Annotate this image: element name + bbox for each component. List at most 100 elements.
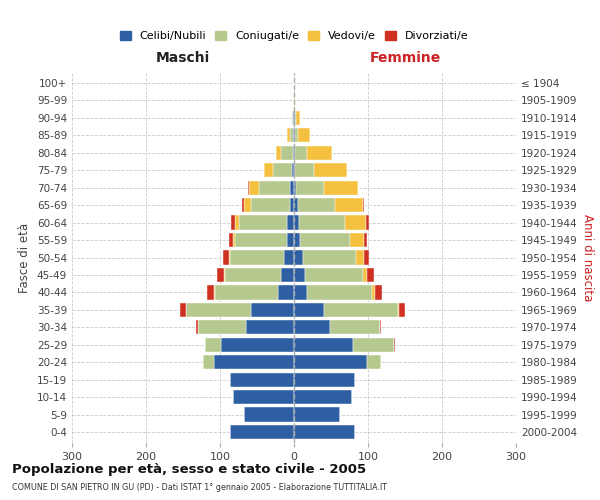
Bar [295,146,307,160]
Bar [259,180,290,195]
Bar [290,128,293,142]
Bar [214,285,215,300]
Bar [294,250,303,264]
Bar [235,233,287,247]
Bar [294,390,352,404]
Bar [363,268,367,282]
Bar [366,216,370,230]
Bar [198,320,246,334]
Bar [294,94,295,108]
Bar [294,128,295,142]
Bar [294,268,305,282]
Bar [345,216,366,230]
Bar [374,285,382,300]
Bar [293,146,294,160]
Bar [231,216,235,230]
Bar [299,216,345,230]
Legend: Celibi/Nubili, Coniugati/e, Vedovi/e, Divorziati/e: Celibi/Nubili, Coniugati/e, Vedovi/e, Di… [115,26,473,46]
Bar [300,233,350,247]
Bar [203,355,214,370]
Bar [290,198,294,212]
Bar [364,250,370,264]
Y-axis label: Anni di nascita: Anni di nascita [581,214,594,301]
Y-axis label: Fasce di età: Fasce di età [19,222,31,292]
Bar [273,163,292,178]
Bar [295,110,296,125]
Text: COMUNE DI SAN PIETRO IN GU (PD) - Dati ISTAT 1° gennaio 2005 - Elaborazione TUTT: COMUNE DI SAN PIETRO IN GU (PD) - Dati I… [12,484,387,492]
Bar [294,216,299,230]
Bar [244,408,294,422]
Bar [251,302,294,317]
Bar [287,233,294,247]
Bar [380,320,382,334]
Bar [249,180,259,195]
Bar [293,110,294,125]
Bar [217,268,224,282]
Bar [225,268,281,282]
Text: Maschi: Maschi [156,50,210,64]
Bar [367,355,382,370]
Bar [325,180,358,195]
Bar [230,250,284,264]
Bar [353,338,394,352]
Bar [281,268,294,282]
Bar [294,372,355,387]
Bar [294,408,340,422]
Bar [294,285,307,300]
Bar [294,338,353,352]
Bar [363,198,364,212]
Bar [314,163,347,178]
Bar [294,198,298,212]
Text: Femmine: Femmine [370,50,440,64]
Bar [295,128,298,142]
Bar [398,302,399,317]
Bar [287,128,290,142]
Bar [248,180,249,195]
Bar [294,110,295,125]
Bar [287,216,294,230]
Bar [294,320,329,334]
Bar [295,163,314,178]
Bar [292,110,293,125]
Bar [294,302,323,317]
Bar [278,285,294,300]
Bar [294,163,295,178]
Bar [233,233,235,247]
Bar [367,268,374,282]
Bar [364,233,367,247]
Bar [244,198,251,212]
Bar [307,285,373,300]
Bar [235,216,239,230]
Bar [229,250,230,264]
Bar [399,302,405,317]
Bar [239,216,287,230]
Bar [284,250,294,264]
Bar [323,302,398,317]
Bar [223,250,229,264]
Bar [292,163,294,178]
Bar [294,233,300,247]
Bar [214,355,294,370]
Bar [230,425,294,439]
Bar [215,285,278,300]
Bar [350,233,364,247]
Bar [298,198,335,212]
Bar [251,198,290,212]
Bar [224,268,225,282]
Bar [329,320,380,334]
Bar [305,268,363,282]
Bar [206,285,214,300]
Bar [298,128,310,142]
Bar [294,425,355,439]
Bar [233,390,294,404]
Bar [221,338,294,352]
Bar [294,355,367,370]
Bar [294,146,295,160]
Bar [356,250,364,264]
Bar [180,302,186,317]
Bar [303,250,356,264]
Bar [394,338,395,352]
Bar [229,233,233,247]
Bar [186,302,251,317]
Bar [294,180,296,195]
